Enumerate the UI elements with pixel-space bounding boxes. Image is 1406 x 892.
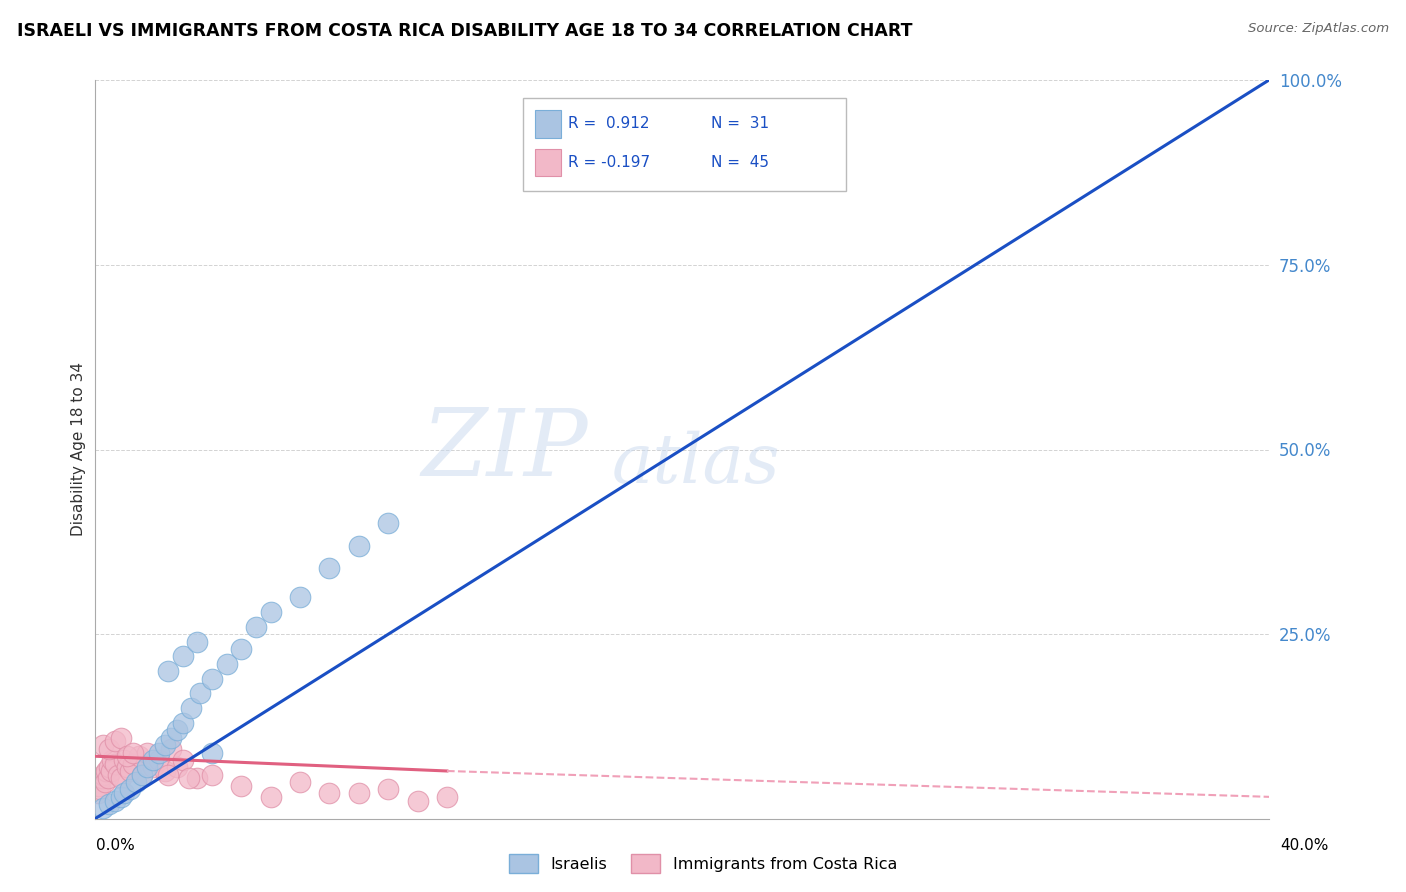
Point xyxy=(153,764,176,778)
Point xyxy=(136,760,159,774)
Point xyxy=(347,539,370,553)
Point xyxy=(118,764,141,778)
Point xyxy=(131,767,153,781)
Point xyxy=(87,779,110,793)
Point xyxy=(406,793,429,807)
Point xyxy=(148,753,170,767)
Text: atlas: atlas xyxy=(612,431,780,498)
Point xyxy=(148,746,170,760)
Point xyxy=(186,772,208,786)
Point xyxy=(131,767,153,781)
Point xyxy=(100,764,122,778)
Point xyxy=(112,786,135,800)
Point xyxy=(172,649,194,664)
Point xyxy=(231,779,253,793)
FancyBboxPatch shape xyxy=(523,98,846,191)
Point xyxy=(118,782,141,797)
Point xyxy=(115,760,138,774)
Point xyxy=(172,715,194,730)
Point xyxy=(94,775,117,789)
Point xyxy=(318,560,340,574)
Text: R = -0.197: R = -0.197 xyxy=(568,154,650,169)
Point xyxy=(436,789,458,804)
Text: R =  0.912: R = 0.912 xyxy=(568,116,650,131)
Point xyxy=(98,741,121,756)
Point xyxy=(115,749,138,764)
Point xyxy=(110,772,132,786)
Point xyxy=(201,767,224,781)
Point xyxy=(156,664,179,678)
Point xyxy=(156,767,179,781)
Point xyxy=(107,767,129,781)
FancyBboxPatch shape xyxy=(536,149,561,176)
Point xyxy=(101,753,124,767)
Text: ISRAELI VS IMMIGRANTS FROM COSTA RICA DISABILITY AGE 18 TO 34 CORRELATION CHART: ISRAELI VS IMMIGRANTS FROM COSTA RICA DI… xyxy=(17,22,912,40)
Point xyxy=(121,756,143,771)
Point xyxy=(347,786,370,800)
Point xyxy=(112,753,135,767)
Point xyxy=(153,738,176,752)
Text: N =  31: N = 31 xyxy=(711,116,769,131)
Point xyxy=(245,620,267,634)
Point xyxy=(377,516,399,531)
Point xyxy=(260,789,283,804)
Point xyxy=(93,738,115,752)
Point xyxy=(215,657,238,671)
Point xyxy=(166,723,188,738)
Point xyxy=(104,793,127,807)
Point xyxy=(288,775,311,789)
Point xyxy=(104,756,127,771)
Point xyxy=(172,753,194,767)
Point xyxy=(186,634,208,648)
Point xyxy=(93,767,115,781)
Point xyxy=(110,731,132,745)
Point xyxy=(97,772,120,786)
Point xyxy=(110,789,132,804)
Text: 40.0%: 40.0% xyxy=(1281,838,1329,853)
Point xyxy=(142,753,165,767)
Point xyxy=(231,642,253,657)
Point xyxy=(121,746,143,760)
Point xyxy=(188,686,211,700)
Point xyxy=(89,782,111,797)
Text: 0.0%: 0.0% xyxy=(96,838,135,853)
Point xyxy=(96,764,118,778)
Legend: Israelis, Immigrants from Costa Rica: Israelis, Immigrants from Costa Rica xyxy=(502,847,904,880)
Text: N =  45: N = 45 xyxy=(711,154,769,169)
Point xyxy=(136,746,159,760)
Point xyxy=(166,760,188,774)
Point xyxy=(142,760,165,774)
Text: Source: ZipAtlas.com: Source: ZipAtlas.com xyxy=(1249,22,1389,36)
Point xyxy=(318,786,340,800)
Point xyxy=(93,801,115,815)
Point xyxy=(160,741,183,756)
Y-axis label: Disability Age 18 to 34: Disability Age 18 to 34 xyxy=(72,362,86,536)
Point xyxy=(90,772,112,786)
Point xyxy=(260,605,283,619)
Point xyxy=(201,672,224,686)
Point xyxy=(104,734,127,748)
Point xyxy=(288,591,311,605)
Point xyxy=(177,772,200,786)
Text: ZIP: ZIP xyxy=(422,404,588,494)
Point xyxy=(180,701,202,715)
Point xyxy=(377,782,399,797)
Point xyxy=(86,786,108,800)
Point xyxy=(128,749,150,764)
Point xyxy=(125,775,148,789)
Point xyxy=(160,731,183,745)
FancyBboxPatch shape xyxy=(536,111,561,137)
Point xyxy=(98,760,121,774)
Point xyxy=(201,746,224,760)
Point xyxy=(98,797,121,812)
